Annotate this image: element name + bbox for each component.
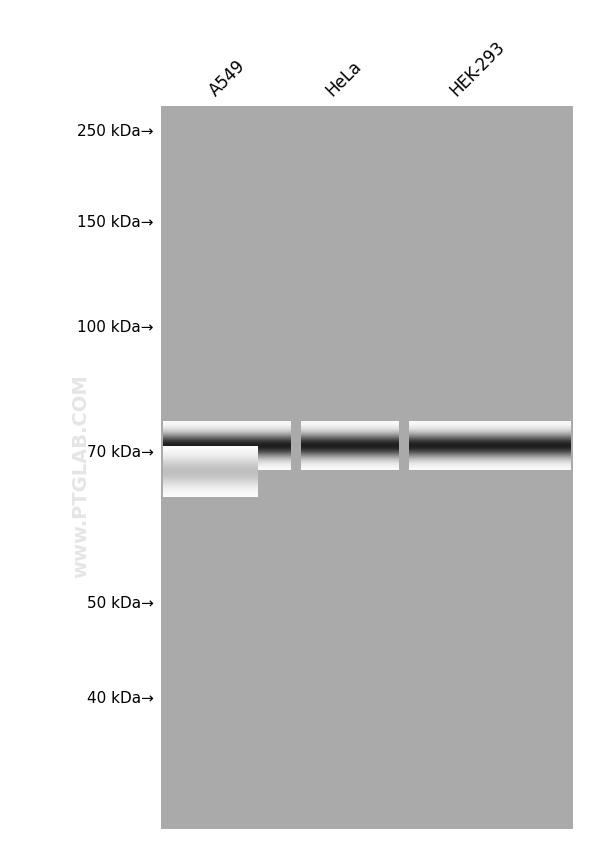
Text: A549: A549 [206, 56, 250, 99]
Text: 250 kDa→: 250 kDa→ [77, 124, 154, 139]
Bar [161, 106, 573, 829]
Text: 150 kDa→: 150 kDa→ [77, 215, 154, 230]
Text: HEK-293: HEK-293 [446, 37, 508, 99]
Text: 100 kDa→: 100 kDa→ [77, 320, 154, 335]
Text: 50 kDa→: 50 kDa→ [87, 596, 154, 611]
Text: www.PTGLAB.COM: www.PTGLAB.COM [71, 374, 91, 578]
Text: 70 kDa→: 70 kDa→ [87, 445, 154, 460]
Text: 40 kDa→: 40 kDa→ [87, 691, 154, 706]
Text: HeLa: HeLa [322, 57, 365, 99]
